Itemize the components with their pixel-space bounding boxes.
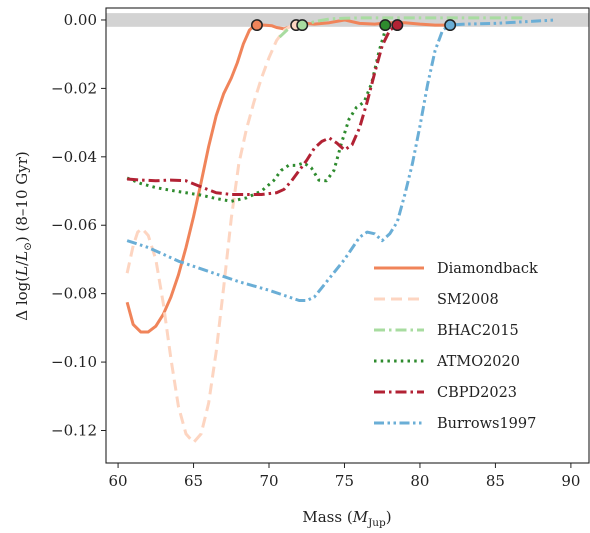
series-markers [250, 19, 457, 32]
series-line-3 [126, 24, 389, 203]
x-axis-label: Mass (MJup) [302, 508, 391, 529]
x-tick-label: 60 [109, 472, 128, 490]
y-tick-label: 0.00 [64, 11, 97, 29]
plot-frame [105, 7, 590, 464]
y-tick-label: −0.08 [51, 285, 97, 303]
legend: Diamondback SM2008 BHAC2015 ATMO2020 CBPD202… [374, 261, 538, 432]
series-line-5 [126, 18, 556, 302]
y-axis-ticks: 0.00 −0.02 −0.04 −0.06 −0.08 −0.10 −0.12 [51, 11, 106, 440]
series-marker-2 [296, 19, 309, 32]
series-lines [125, 16, 556, 444]
series-line-0 [125, 18, 451, 334]
y-tick-label: −0.12 [51, 422, 97, 440]
x-tick-label: 90 [561, 472, 580, 490]
y-tick-label: −0.02 [51, 79, 97, 97]
series-marker-5 [444, 19, 457, 32]
legend-label-3: ATMO2020 [436, 354, 520, 370]
x-tick-label: 75 [335, 472, 354, 490]
series-marker-0 [250, 19, 263, 32]
legend-label-1: SM2008 [437, 292, 499, 308]
y-axis-label: Δ log(L/L⊙) (8–10 Gyr) [13, 151, 34, 321]
x-tick-label: 70 [259, 472, 278, 490]
series-marker-4 [391, 19, 404, 32]
x-tick-label: 80 [410, 472, 429, 490]
legend-label-0: Diamondback [437, 261, 538, 277]
series-line-4 [127, 23, 399, 196]
legend-label-2: BHAC2015 [437, 323, 519, 339]
series-line-1 [125, 23, 300, 444]
y-tick-label: −0.04 [51, 148, 97, 166]
series-marker-3 [379, 19, 392, 32]
x-tick-label: 65 [184, 472, 203, 490]
legend-label-4: CBPD2023 [437, 385, 517, 401]
x-tick-label: 85 [486, 472, 505, 490]
y-tick-label: −0.10 [51, 353, 97, 371]
y-tick-label: −0.06 [51, 216, 97, 234]
legend-label-5: Burrows1997 [437, 416, 536, 432]
x-axis-ticks: 60 65 70 75 80 85 90 [109, 463, 580, 490]
